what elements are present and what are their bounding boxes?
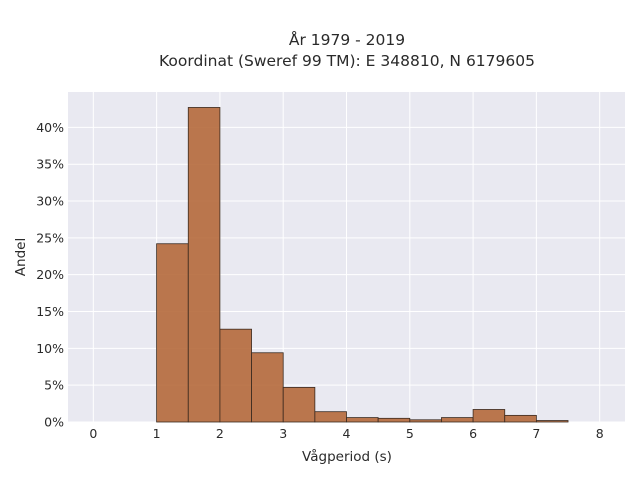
y-axis-ticks: 0% 5% 10% 15% 20% 25% 30% 35% 40% — [36, 120, 64, 430]
y-tick-label: 40% — [36, 120, 64, 135]
x-tick-label: 5 — [406, 426, 414, 441]
histogram-bar — [251, 352, 284, 423]
y-tick-label: 15% — [36, 304, 64, 319]
histogram-bar — [219, 328, 252, 423]
y-axis-label: Andel — [13, 238, 29, 276]
y-tick-label: 25% — [36, 230, 64, 245]
x-tick-label: 1 — [153, 426, 161, 441]
y-tick-label: 0% — [44, 415, 64, 430]
chart-title-line1: År 1979 - 2019 — [289, 30, 405, 49]
histogram-bar — [504, 414, 537, 423]
x-tick-label: 0 — [89, 426, 97, 441]
x-tick-label: 6 — [469, 426, 477, 441]
y-tick-label: 5% — [44, 378, 64, 393]
histogram-bar — [282, 386, 316, 423]
y-tick-label: 20% — [36, 267, 64, 282]
y-tick-label: 10% — [36, 341, 64, 356]
x-axis-ticks: 0 1 2 3 4 5 6 7 8 — [89, 426, 603, 441]
histogram-bar — [377, 417, 411, 423]
histogram-bar — [409, 419, 442, 423]
histogram-bar — [314, 411, 347, 423]
histogram-bar — [535, 420, 569, 423]
chart-title-line2: Koordinat (Sweref 99 TM): E 348810, N 61… — [159, 52, 535, 70]
x-tick-label: 4 — [343, 426, 351, 441]
x-tick-label: 7 — [532, 426, 540, 441]
histogram-bar — [346, 417, 379, 423]
x-tick-label: 2 — [216, 426, 224, 441]
y-tick-label: 35% — [36, 157, 64, 172]
x-axis-label: Vågperiod (s) — [302, 448, 392, 465]
histogram-bar — [441, 417, 474, 423]
histogram-bar — [187, 107, 221, 423]
histogram-bar — [472, 409, 506, 423]
y-tick-label: 30% — [36, 194, 64, 209]
bars — [156, 107, 569, 423]
histogram-bar — [156, 243, 189, 423]
x-tick-label: 8 — [596, 426, 604, 441]
x-tick-label: 3 — [279, 426, 287, 441]
